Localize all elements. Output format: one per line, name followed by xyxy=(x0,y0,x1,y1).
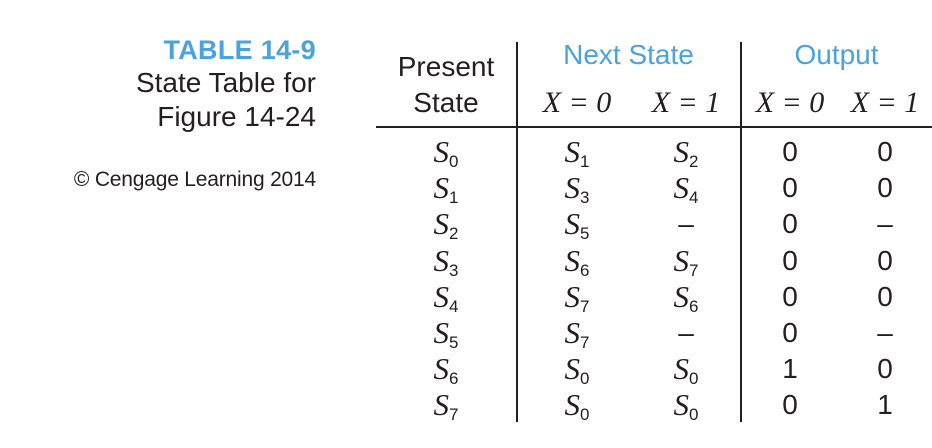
next-state-x1-cell: S4 xyxy=(673,170,699,208)
next-state-x0-cell: S6 xyxy=(564,242,590,280)
output-x0-cell: 0 xyxy=(782,317,798,348)
next-state-x0-header: X = 0 xyxy=(542,86,612,119)
output-x1-cell: – xyxy=(877,317,893,348)
next-state-x1-cell: S0 xyxy=(673,387,699,425)
divider-after-present-state xyxy=(516,42,518,422)
present-state-cell: S3 xyxy=(433,242,459,280)
next-state-x1-cell: S7 xyxy=(673,242,699,280)
present-state-header-line-2: State xyxy=(413,87,479,118)
present-state-cell: S2 xyxy=(433,206,459,244)
next-state-x0-cell: S0 xyxy=(564,351,590,389)
next-state-x0-cell: S5 xyxy=(564,206,590,244)
output-x1-cell: 0 xyxy=(877,280,893,312)
next-state-x1-cell: – xyxy=(678,317,694,348)
output-x0-header: X = 0 xyxy=(755,86,825,119)
output-x0-cell: 0 xyxy=(782,389,798,421)
output-x0-cell: 0 xyxy=(782,280,798,312)
output-x1-cell: 0 xyxy=(877,172,893,204)
copyright-credit: © Cengage Learning 2014 xyxy=(73,168,316,191)
next-state-x0-cell: S1 xyxy=(564,134,590,171)
caption-block: TABLE 14-9 State Table for Figure 14-24 xyxy=(0,34,316,134)
next-state-x1-cell: S0 xyxy=(673,351,699,389)
next-state-x1-cell: S2 xyxy=(673,134,699,171)
next-state-x1-header: X = 1 xyxy=(651,86,721,119)
output-x0-cell: 0 xyxy=(782,244,798,276)
output-x1-cell: 1 xyxy=(877,389,893,421)
output-header: Output xyxy=(794,39,879,70)
table-title-line-2: Figure 14-24 xyxy=(157,101,316,132)
table-title-line-1: State Table for xyxy=(135,67,316,98)
present-state-cell: S4 xyxy=(433,278,459,316)
table-number: TABLE 14-9 xyxy=(163,35,316,65)
output-x1-cell: – xyxy=(877,208,893,240)
next-state-x1-cell: – xyxy=(678,208,694,240)
next-state-x0-cell: S0 xyxy=(564,387,590,425)
next-state-x0-cell: S7 xyxy=(564,278,590,316)
output-x0-cell: 0 xyxy=(782,136,798,167)
next-state-x1-cell: S6 xyxy=(673,278,699,316)
output-x1-header: X = 1 xyxy=(850,86,920,119)
output-x1-cell: 0 xyxy=(877,136,893,167)
present-state-header-line-1: Present xyxy=(397,51,495,82)
present-state-cell: S6 xyxy=(433,351,459,389)
output-x0-cell: 1 xyxy=(782,353,798,385)
next-state-header: Next State xyxy=(563,39,694,70)
present-state-cell: S1 xyxy=(433,170,459,208)
present-state-cell: S7 xyxy=(433,387,459,425)
next-state-x0-cell: S7 xyxy=(564,315,590,352)
output-x0-cell: 0 xyxy=(782,208,798,240)
divider-after-next-state xyxy=(740,42,742,422)
output-x1-cell: 0 xyxy=(877,244,893,276)
output-x1-cell: 0 xyxy=(877,353,893,385)
present-state-cell: S0 xyxy=(433,134,459,171)
next-state-x0-cell: S3 xyxy=(564,170,590,208)
output-x0-cell: 0 xyxy=(782,172,798,204)
header-rule xyxy=(376,126,932,128)
present-state-cell: S5 xyxy=(433,315,459,352)
